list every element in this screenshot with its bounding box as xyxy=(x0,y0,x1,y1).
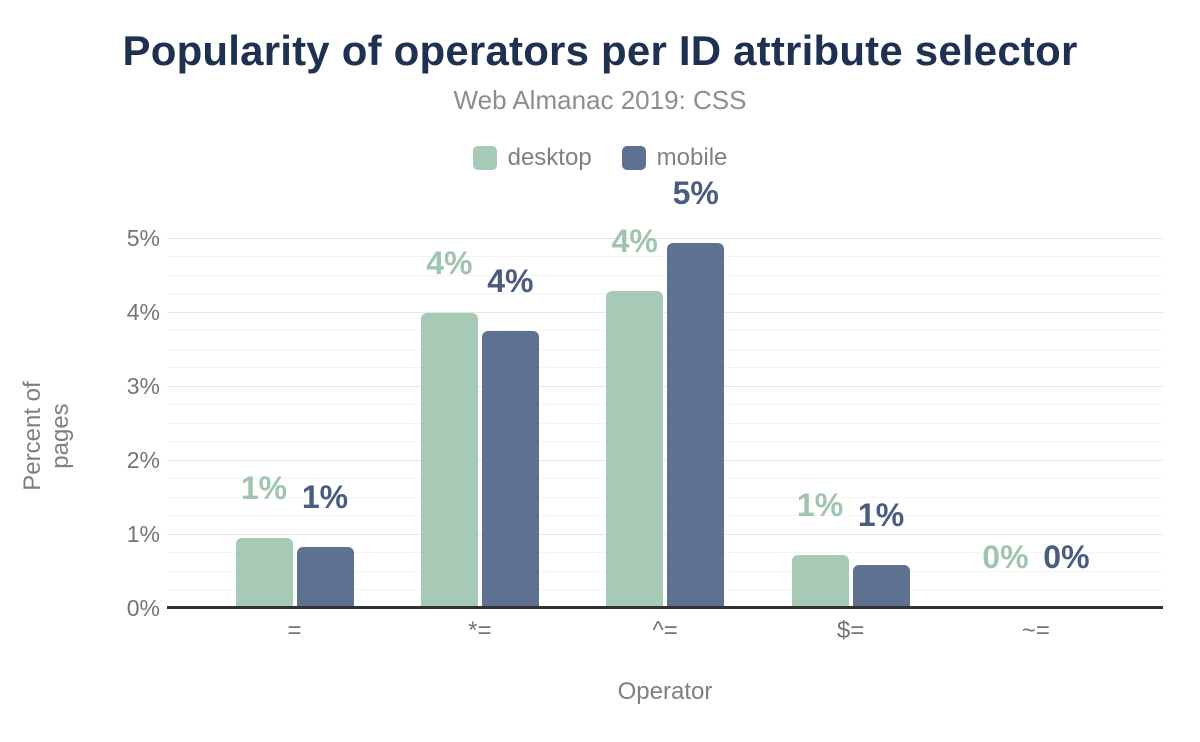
chart-title: Popularity of operators per ID attribute… xyxy=(122,27,1078,74)
x-axis-category-label: *= xyxy=(468,617,492,644)
bar-mobile-$= xyxy=(852,565,910,608)
minor-gridline xyxy=(167,275,1163,276)
major-gridline xyxy=(167,238,1163,239)
bar-label-desktop-=: 1% xyxy=(240,470,288,506)
x-axis-category-label: ^= xyxy=(652,617,678,644)
minor-gridline xyxy=(167,423,1163,424)
chart-subtitle: Web Almanac 2019: CSS xyxy=(453,85,747,115)
minor-gridline xyxy=(167,404,1163,405)
minor-gridline xyxy=(167,330,1163,331)
x-axis-category-label: ~= xyxy=(1021,617,1050,644)
y-axis-tick-label: 2% xyxy=(126,447,160,473)
legend-label-desktop: desktop xyxy=(507,144,592,171)
x-axis-category-label: $= xyxy=(836,617,865,644)
x-axis-category-label: = xyxy=(287,617,302,644)
bar-desktop-*= xyxy=(420,313,478,608)
minor-gridline xyxy=(167,367,1163,368)
bar-label-desktop-~=: 0% xyxy=(982,539,1029,575)
legend: desktop mobile xyxy=(0,144,1200,172)
bar-label-mobile-*=: 4% xyxy=(487,263,534,299)
desktop-series-swatch-icon xyxy=(472,146,497,170)
bar-label-mobile-^=: 5% xyxy=(672,175,719,211)
minor-gridline xyxy=(167,497,1163,498)
bar-mobile-*= xyxy=(481,331,539,608)
minor-gridline xyxy=(167,256,1163,257)
bar-label-mobile-=: 1% xyxy=(301,479,349,515)
minor-gridline xyxy=(167,349,1163,350)
mobile-series-swatch-icon xyxy=(621,146,646,170)
legend-item-desktop: desktop xyxy=(472,144,592,172)
bar-label-mobile-~=: 0% xyxy=(1043,539,1090,575)
legend-item-mobile: mobile xyxy=(621,144,728,172)
bar-mobile-= xyxy=(296,547,354,608)
major-gridline xyxy=(167,386,1163,387)
bar-label-mobile-$=: 1% xyxy=(857,497,905,533)
minor-gridline xyxy=(167,515,1163,516)
major-gridline xyxy=(167,534,1163,535)
minor-gridline xyxy=(167,441,1163,442)
y-axis-tick-label: 0% xyxy=(126,595,160,621)
minor-gridline xyxy=(167,478,1163,479)
x-axis-title: Operator xyxy=(617,678,713,705)
y-axis-tick-label: 1% xyxy=(126,521,160,547)
major-gridline xyxy=(167,460,1163,461)
x-axis-baseline xyxy=(167,606,1163,609)
minor-gridline xyxy=(167,293,1163,294)
major-gridline xyxy=(167,312,1163,313)
bar-label-desktop-$=: 1% xyxy=(796,487,844,523)
bar-desktop-= xyxy=(235,538,293,608)
minor-gridline xyxy=(167,571,1163,572)
y-axis-tick-label: 5% xyxy=(126,225,160,251)
y-axis-tick-label: 3% xyxy=(126,373,160,399)
minor-gridline xyxy=(167,589,1163,590)
y-axis-title: Percent of pages xyxy=(19,381,74,491)
legend-label-mobile: mobile xyxy=(656,144,728,171)
minor-gridline xyxy=(167,552,1163,553)
bar-label-desktop-^=: 4% xyxy=(611,223,658,259)
bar-desktop-^= xyxy=(606,291,664,608)
y-axis-tick-label: 4% xyxy=(126,299,160,325)
bar-label-desktop-*=: 4% xyxy=(426,245,473,281)
bar-desktop-$= xyxy=(791,555,849,608)
bar-mobile-^= xyxy=(667,243,725,608)
